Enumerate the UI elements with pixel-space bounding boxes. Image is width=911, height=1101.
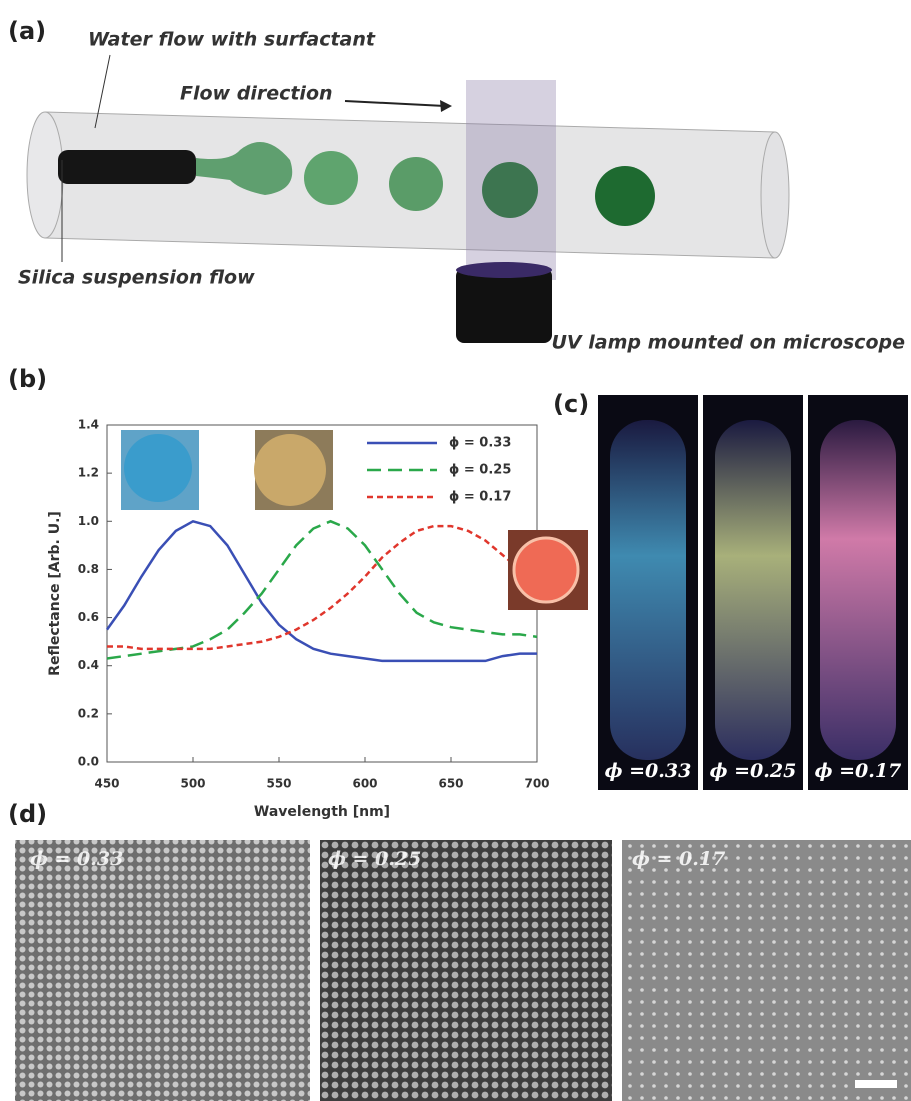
droplet [482, 162, 538, 218]
y-tick-label: 1.4 [78, 418, 99, 432]
tube-photo [610, 420, 686, 760]
legend-label: ϕ = 0.25 [449, 463, 511, 478]
y-tick-label: 0.6 [78, 610, 99, 624]
image-label: ϕ = 0.17 [632, 848, 725, 870]
figure: (a) Water flow with surfactant Flow dire… [0, 0, 911, 1101]
uv-lamp [456, 268, 552, 343]
series-line [107, 526, 520, 649]
scale-bar [855, 1080, 897, 1088]
y-tick-label: 1.2 [78, 466, 99, 480]
sem-image [15, 840, 310, 1101]
inset-sphere [514, 538, 578, 602]
x-tick-label: 650 [438, 777, 463, 791]
image-label: ϕ = 0.25 [328, 848, 421, 870]
y-tick-label: 0.0 [78, 755, 99, 769]
needle [58, 150, 196, 184]
sem-image [622, 840, 911, 1101]
droplet [389, 157, 443, 211]
panel-label: (d) [8, 800, 47, 828]
y-tick-label: 0.2 [78, 706, 99, 720]
tube-label: ϕ =0.17 [815, 760, 902, 782]
y-tick-label: 1.0 [78, 514, 99, 528]
x-tick-label: 700 [524, 777, 549, 791]
tube-label: ϕ =0.33 [605, 760, 692, 782]
panel-label: (b) [8, 365, 47, 393]
sem-image [320, 840, 612, 1101]
x-tick-label: 550 [266, 777, 291, 791]
y-tick-label: 0.4 [78, 658, 99, 672]
legend-label: ϕ = 0.33 [449, 436, 511, 451]
panel-label: (a) [8, 17, 46, 45]
legend-label: ϕ = 0.17 [449, 490, 511, 505]
inset-sphere [124, 434, 192, 502]
droplet [595, 166, 655, 226]
y-axis-title: Reflectance [Arb. U.] [47, 511, 63, 676]
tube-photo [820, 420, 896, 760]
panel-d: ϕ = 0.33 ϕ = 0.25 ϕ = 0.17 [15, 840, 911, 1101]
chart: 0.0 0.2 0.4 0.6 0.8 1.0 1.2 1.4 450 500 550 600 650 7… [47, 418, 588, 821]
tube-end [761, 132, 789, 258]
series-line [107, 521, 537, 658]
image-label: ϕ = 0.33 [30, 848, 123, 870]
tube-end [27, 112, 63, 238]
y-tick-label: 0.8 [78, 562, 99, 576]
series-line [107, 521, 537, 661]
arrowhead [440, 100, 452, 112]
tube-label: ϕ =0.25 [710, 760, 797, 782]
annotation: Silica suspension flow [18, 267, 255, 289]
x-tick-label: 600 [352, 777, 377, 791]
panel-label: (c) [553, 390, 589, 418]
arrow [345, 101, 445, 106]
uv-lamp-top [456, 262, 552, 278]
tube-photo [715, 420, 791, 760]
x-tick-label: 500 [180, 777, 205, 791]
annotation: Flow direction [180, 83, 333, 105]
annotation: UV lamp mounted on microscope [552, 332, 906, 354]
x-axis-title: Wavelength [nm] [254, 804, 390, 820]
panel-a: (a) Water flow with surfactant Flow dire… [8, 17, 905, 354]
annotation: Water flow with surfactant [88, 29, 376, 51]
x-tick-label: 450 [94, 777, 119, 791]
panel-c: ϕ =0.33 ϕ =0.25 ϕ =0.17 [598, 395, 908, 790]
inset-sphere [254, 434, 326, 506]
droplet [304, 151, 358, 205]
